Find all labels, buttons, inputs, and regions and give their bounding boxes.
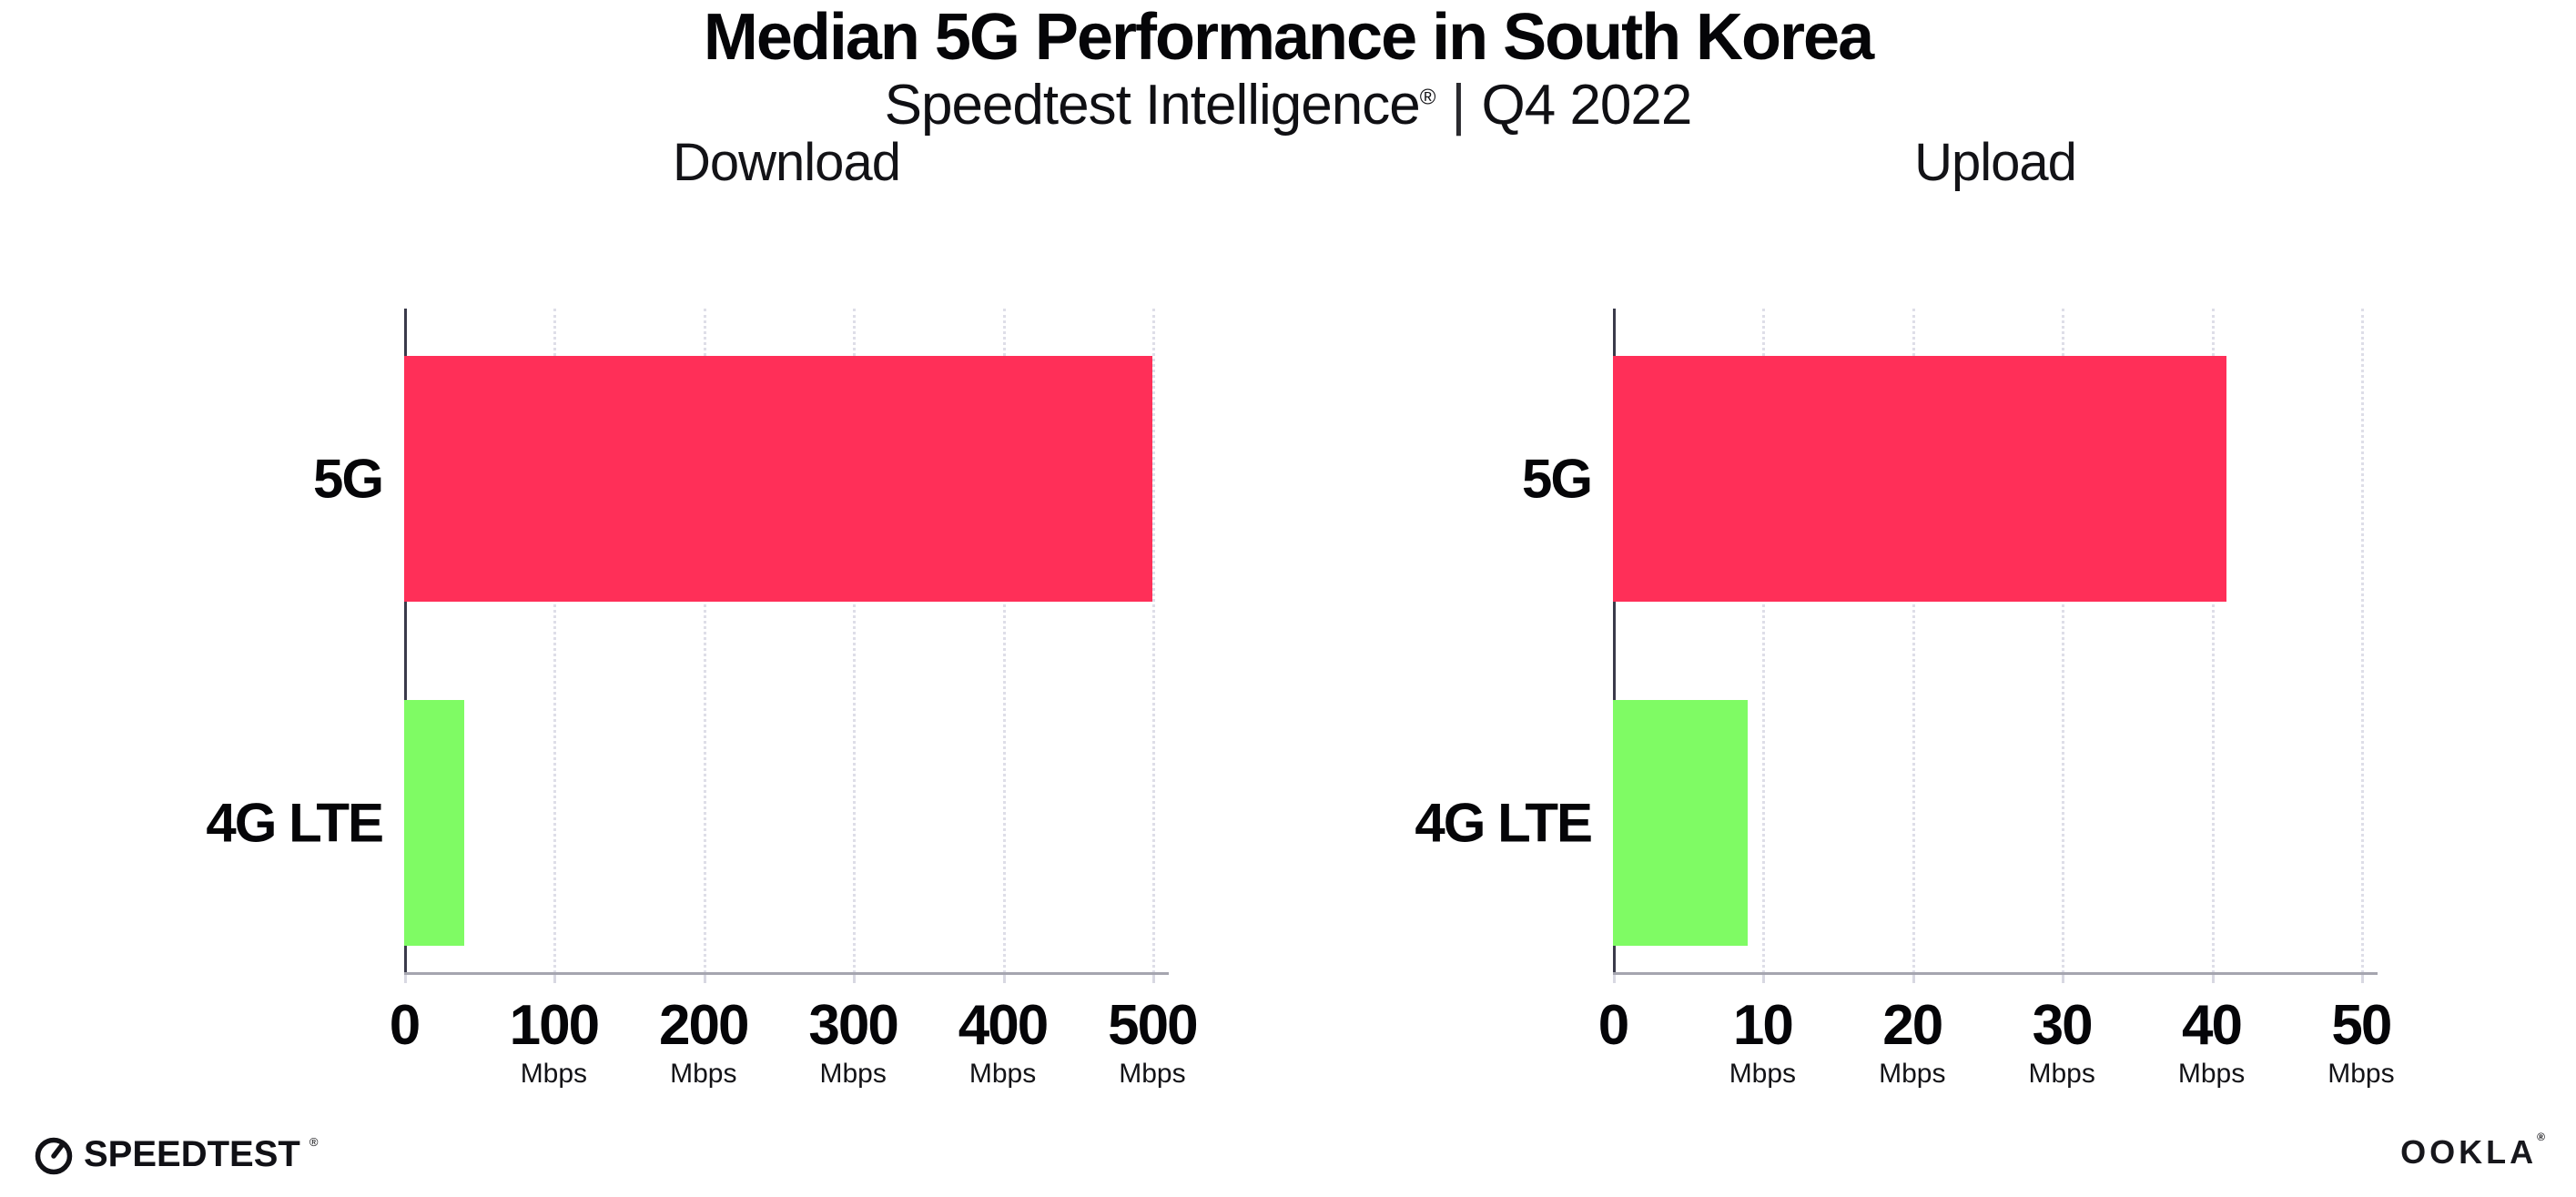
tick-mark-0 xyxy=(404,974,407,983)
bar-5g xyxy=(1613,355,2226,602)
x-tick-300: 300 Mbps xyxy=(808,993,898,1092)
x-tick-value: 0 xyxy=(1597,993,1630,1057)
x-tick-20: 20 Mbps xyxy=(1879,993,1946,1092)
speedtest-wordmark: SPEEDTEST xyxy=(84,1133,300,1174)
x-tick-unit: Mbps xyxy=(1119,1058,1186,1089)
category-label-4g-lte: 4G LTE xyxy=(206,792,384,854)
gridline-10 xyxy=(1762,308,1766,973)
x-tick-400: 400 Mbps xyxy=(958,993,1049,1092)
bar-5g xyxy=(404,355,1152,602)
category-label-5g: 5G xyxy=(1521,448,1593,510)
x-tick-10: 10 Mbps xyxy=(1729,993,1797,1092)
speedtest-logo: SPEEDTEST ® xyxy=(33,1133,318,1175)
x-tick-unit: Mbps xyxy=(2328,1058,2395,1089)
gridline-40 xyxy=(2211,308,2215,973)
tick-mark-500 xyxy=(1151,974,1155,983)
subtitle-separator: | xyxy=(1451,73,1465,137)
category-axis: 5G 4G LTE xyxy=(1358,309,1613,973)
y-axis-line xyxy=(404,308,407,973)
subtitle-product: Speedtest Intelligence xyxy=(884,73,1421,137)
subtitle: Speedtest Intelligence® | Q4 2022 xyxy=(0,76,2576,134)
plot-area xyxy=(404,308,1169,983)
x-tick-unit: Mbps xyxy=(969,1058,1037,1089)
tick-mark-0 xyxy=(1613,974,1616,983)
x-tick-unit: Mbps xyxy=(1729,1058,1797,1089)
page-title: Median 5G Performance in South Korea xyxy=(703,1,1874,74)
x-tick-200: 200 Mbps xyxy=(659,993,749,1092)
charts-row: Download 5G 4G LTE 0 100 Mbps 200 Mbps 300 Mbps 40… xyxy=(0,132,2576,1089)
tick-mark-50 xyxy=(2360,974,2364,983)
x-tick-value: 40 xyxy=(2182,993,2243,1057)
ookla-registered-mark: ® xyxy=(2537,1131,2545,1143)
upload-chart: Upload 5G 4G LTE 0 10 Mbps 20 Mbps 30 Mbps 40 Mbps 5… xyxy=(1358,132,2395,1089)
ookla-wordmark: OOKLA xyxy=(2400,1133,2538,1171)
bar-4g-lte xyxy=(1613,699,1748,946)
x-tick-value: 200 xyxy=(659,993,749,1057)
tick-mark-10 xyxy=(1762,974,1766,983)
chart-title-download: Download xyxy=(673,132,901,192)
subtitle-period: Q4 2022 xyxy=(1481,73,1693,137)
tick-mark-100 xyxy=(553,974,557,983)
x-tick-unit: Mbps xyxy=(670,1058,737,1089)
tick-mark-20 xyxy=(1912,974,1915,983)
gridline-50 xyxy=(2360,308,2364,973)
x-tick-30: 30 Mbps xyxy=(2028,993,2095,1092)
x-axis-labels: 0 10 Mbps 20 Mbps 30 Mbps 40 Mbps 50 Mbps xyxy=(1598,993,2395,1151)
x-tick-unit: Mbps xyxy=(2028,1058,2095,1089)
x-tick-unit: Mbps xyxy=(819,1058,887,1089)
category-axis: 5G 4G LTE xyxy=(149,309,404,973)
gridline-400 xyxy=(1002,308,1006,973)
x-tick-value: 500 xyxy=(1108,993,1198,1057)
x-tick-100: 100 Mbps xyxy=(509,993,600,1092)
registered-mark: ® xyxy=(1419,84,1436,109)
gridline-500 xyxy=(1151,308,1155,973)
header: Median 5G Performance in South Korea Spe… xyxy=(0,0,2576,134)
gridline-20 xyxy=(1912,308,1915,973)
gridline-200 xyxy=(703,308,706,973)
x-tick-0: 0 xyxy=(389,993,421,1057)
x-tick-value: 30 xyxy=(2032,993,2094,1057)
tick-mark-200 xyxy=(703,974,706,983)
x-tick-0: 0 xyxy=(1597,993,1630,1057)
y-axis-line xyxy=(1613,308,1616,973)
x-tick-500: 500 Mbps xyxy=(1108,993,1198,1092)
x-axis-line xyxy=(1613,971,2378,975)
tick-mark-300 xyxy=(853,974,857,983)
category-label-5g: 5G xyxy=(312,448,384,510)
gridline-30 xyxy=(2062,308,2065,973)
speedtest-gauge-icon xyxy=(35,1137,73,1175)
chart-title-upload: Upload xyxy=(1914,132,2077,192)
x-tick-value: 100 xyxy=(509,993,600,1057)
ookla-logo: OOKLA® xyxy=(2400,1131,2545,1172)
x-tick-value: 50 xyxy=(2331,993,2392,1057)
bar-4g-lte xyxy=(404,699,464,946)
x-tick-value: 400 xyxy=(958,993,1049,1057)
x-tick-value: 10 xyxy=(1732,993,1794,1057)
tick-mark-30 xyxy=(2062,974,2065,983)
download-chart: Download 5G 4G LTE 0 100 Mbps 200 Mbps 300 Mbps 40… xyxy=(149,132,1199,1089)
category-label-4g-lte: 4G LTE xyxy=(1415,792,1593,854)
x-tick-value: 0 xyxy=(389,993,421,1057)
plot-row: 5G 4G LTE 0 100 Mbps 200 Mbps 300 Mbps 400 Mbps 500… xyxy=(149,308,1199,1089)
plot-row: 5G 4G LTE 0 10 Mbps 20 Mbps 30 Mbps 40 Mbps 50 Mbps xyxy=(1358,308,2395,1089)
gridline-100 xyxy=(553,308,557,973)
x-tick-50: 50 Mbps xyxy=(2328,993,2395,1092)
plot-area xyxy=(1613,308,2378,983)
x-axis-line xyxy=(404,971,1169,975)
gridline-300 xyxy=(853,308,857,973)
x-tick-value: 300 xyxy=(808,993,898,1057)
tick-mark-40 xyxy=(2211,974,2215,983)
tick-mark-400 xyxy=(1002,974,1006,983)
x-axis-labels: 0 100 Mbps 200 Mbps 300 Mbps 400 Mbps 500 Mbps xyxy=(390,993,1199,1151)
speedtest-registered-mark: ® xyxy=(309,1134,319,1149)
x-tick-value: 20 xyxy=(1882,993,1943,1057)
x-tick-40: 40 Mbps xyxy=(2177,993,2246,1092)
x-tick-unit: Mbps xyxy=(520,1058,588,1089)
x-tick-unit: Mbps xyxy=(2177,1058,2246,1089)
x-tick-unit: Mbps xyxy=(1879,1058,1946,1089)
